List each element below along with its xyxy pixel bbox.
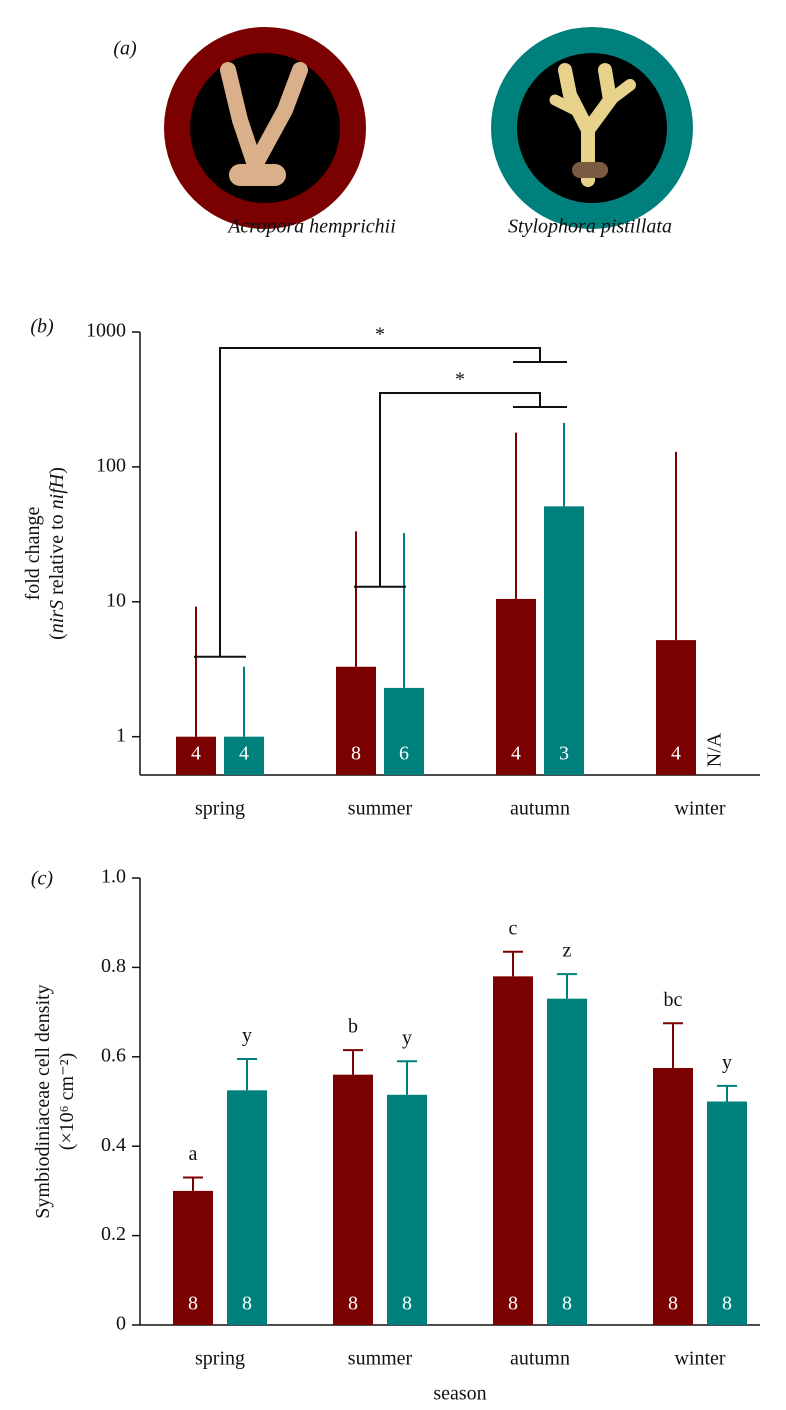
panel-label: (c) [31,868,54,890]
sample-size: 3 [559,743,569,765]
x-tick-label: summer [348,1348,413,1370]
sample-size: 8 [508,1293,518,1315]
x-tick-label: spring [195,798,245,820]
bar [547,998,587,1325]
significance-label: * [375,324,385,346]
sample-size: 8 [242,1293,252,1315]
panel-a: (a) Acropora hemprichii Stylophora pisti… [113,27,693,238]
x-tick-label: autumn [510,798,570,820]
panel-label: (a) [113,38,137,60]
sample-size: 8 [188,1293,198,1315]
y-tick-label: 0.4 [101,1134,126,1156]
y-tick-label: 100 [96,454,126,476]
bar [653,1067,693,1325]
significance-letter: y [722,1051,732,1073]
y-tick-label: 0.2 [101,1223,126,1245]
coral-image [549,63,636,187]
significance-letter: b [348,1016,358,1038]
bar [707,1101,747,1325]
coral-image [220,62,308,186]
sample-size: 4 [191,743,201,765]
sample-size: 8 [668,1293,678,1315]
y-axis-label-part: Symbiodiniaceae cell density [32,984,54,1218]
bar [176,736,216,775]
y-tick-label: 0.6 [101,1044,126,1066]
bar [656,640,696,775]
significance-label: * [455,369,465,391]
x-tick-label: autumn [510,1348,570,1370]
bar [493,976,533,1325]
bar [336,666,376,775]
sample-size: 4 [511,743,521,765]
sample-size: 8 [562,1293,572,1315]
y-tick-label: 10 [106,589,126,611]
panel-label: (b) [30,316,54,338]
sample-size: 8 [351,743,361,765]
significance-bracket [194,347,567,658]
significance-letter: z [563,940,572,962]
x-tick-label: winter [674,1348,725,1370]
sample-size: 8 [722,1293,732,1315]
sample-size: 8 [348,1293,358,1315]
bar [227,1090,267,1325]
x-tick-label: summer [348,798,413,820]
y-axis-label-part: fold change [22,506,44,600]
x-axis-label: season [433,1383,486,1405]
sample-size: 4 [671,743,681,765]
significance-letter: c [509,917,518,939]
y-tick-label: 0 [116,1313,126,1335]
y-axis-label-part: ( [46,633,68,640]
y-tick-label: 0.8 [101,955,126,977]
y-tick-label: 1.0 [101,866,126,888]
significance-letter: y [242,1025,252,1047]
y-axis-label-part: (×10⁶ cm⁻²) [56,1053,78,1151]
bar [387,1094,427,1325]
bar [224,736,264,775]
y-axis-label-part: relative to [46,509,68,600]
species-name: Acropora hemprichii [226,216,396,238]
x-tick-label: winter [674,798,725,820]
significance-letter: a [189,1143,198,1165]
x-tick-label: spring [195,1348,245,1370]
coral-photo-frame [164,27,366,229]
y-tick-label: 1000 [86,320,126,342]
y-axis-label-part: nifH [46,472,68,509]
sample-size: 8 [402,1293,412,1315]
sample-size: 6 [399,743,409,765]
bar [496,598,536,775]
bar [544,506,584,775]
bar [384,687,424,775]
significance-letter: bc [664,989,683,1011]
y-axis-label: fold change (nirS relative to nifH) [22,467,68,640]
y-axis-label-part: ) [46,467,68,474]
significance-letter: y [402,1027,412,1049]
y-axis-label: Symbiodiniaceae cell density (×10⁶ cm⁻²) [32,984,78,1218]
sample-size: 4 [239,743,249,765]
species-name: Stylophora pistillata [508,216,672,238]
significance-bracket [354,392,567,588]
y-tick-label: 1 [116,724,126,746]
bar [333,1074,373,1325]
y-axis-label-part: nirS [46,600,68,633]
bar [173,1190,213,1325]
sample-size: N/A [704,732,726,767]
